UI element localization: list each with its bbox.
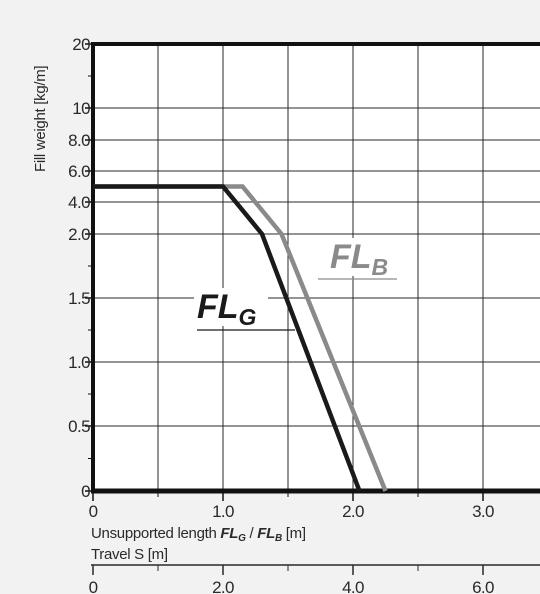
series-label-sub: G: [239, 304, 257, 330]
series-label-bg: [194, 288, 268, 326]
series-label-bg: [327, 238, 401, 276]
plot-area: [93, 44, 540, 491]
y-tick-label: 1.5: [68, 289, 90, 308]
y-tick-label: 20: [72, 35, 90, 54]
y-tick-label: 10: [72, 99, 90, 118]
x-tick-label: 2.0: [342, 502, 364, 521]
x2-tick-label: 4.0: [342, 578, 364, 594]
series-label-b: FLB: [330, 238, 388, 280]
y-tick-label: 4.0: [68, 193, 90, 212]
y-tick-label: 6.0: [68, 162, 90, 181]
x-axis-title-part: FL: [220, 525, 238, 542]
y-tick-label: 1.0: [68, 353, 90, 372]
y-tick-label: 0.5: [68, 417, 90, 436]
x-axis-title-part: Unsupported length: [91, 525, 220, 542]
x-axis-title-part: B: [275, 533, 282, 544]
series-label-main: FL: [197, 288, 239, 326]
x-axis-title-part: /: [246, 525, 258, 542]
x-tick-label: 3.0: [472, 502, 494, 521]
x-axis-title: Unsupported length FLG / FLB [m]: [91, 525, 306, 544]
x-axis-title-part: G: [238, 533, 246, 544]
x2-axis-title: Travel S [m]: [91, 546, 168, 563]
x-tick-label: 1.0: [212, 502, 234, 521]
y-tick-label: 0: [81, 482, 90, 501]
series-label-sub: B: [372, 254, 389, 280]
y-axis-title: Fill weight [kg/m]: [32, 66, 49, 172]
x-tick-label: 0: [89, 502, 98, 521]
series-label-g: FLG: [197, 288, 257, 330]
series-line-g: [93, 184, 362, 492]
series-label-main: FL: [330, 238, 372, 276]
x-axis-title-part: FL: [257, 525, 275, 542]
x-axis-title-part: [m]: [282, 525, 306, 542]
x2-tick-label: 2.0: [212, 578, 234, 594]
x2-tick-label: 6.0: [472, 578, 494, 594]
x2-tick-label: 0: [89, 578, 98, 594]
y-tick-label: 8.0: [68, 131, 90, 150]
y-tick-label: 2.0: [68, 225, 90, 244]
